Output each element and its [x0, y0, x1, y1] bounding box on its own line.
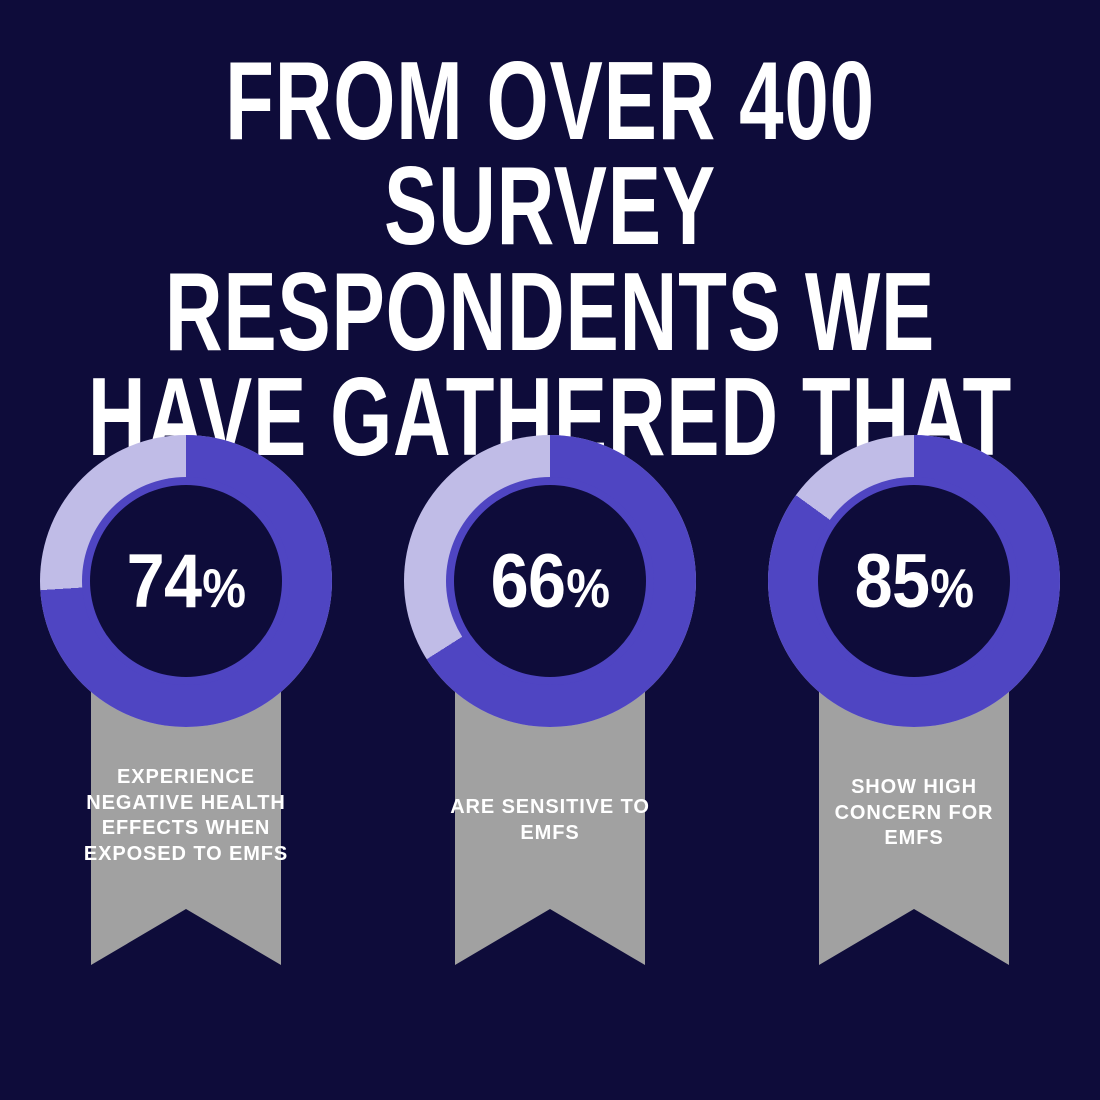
stat-caption-2: ARE SENSITIVE TO EMFS	[440, 795, 660, 846]
stat-1: 74% EXPERIENCE NEGATIVE HEALTH EFFECTS W…	[40, 435, 332, 727]
donut-chart-1: 74%	[40, 435, 332, 727]
percent-value-1: 74%	[127, 538, 246, 625]
donut-chart-2: 66%	[404, 435, 696, 727]
percent-value-3: 85%	[855, 538, 974, 625]
stat-2: 66% ARE SENSITIVE TO EMFS	[404, 435, 696, 727]
stat-caption-3: SHOW HIGH CONCERN FOR EMFS	[804, 775, 1024, 852]
donut-chart-3: 85%	[768, 435, 1060, 727]
stat-caption-1: EXPERIENCE NEGATIVE HEALTH EFFECTS WHEN …	[76, 765, 296, 867]
headline: FROM OVER 400 SURVEY RESPONDENTS WE HAVE…	[83, 48, 1018, 469]
infographic-page: FROM OVER 400 SURVEY RESPONDENTS WE HAVE…	[0, 0, 1100, 1100]
percent-value-2: 66%	[491, 538, 610, 625]
stats-row: 74% EXPERIENCE NEGATIVE HEALTH EFFECTS W…	[0, 435, 1100, 727]
stat-3: 85% SHOW HIGH CONCERN FOR EMFS	[768, 435, 1060, 727]
